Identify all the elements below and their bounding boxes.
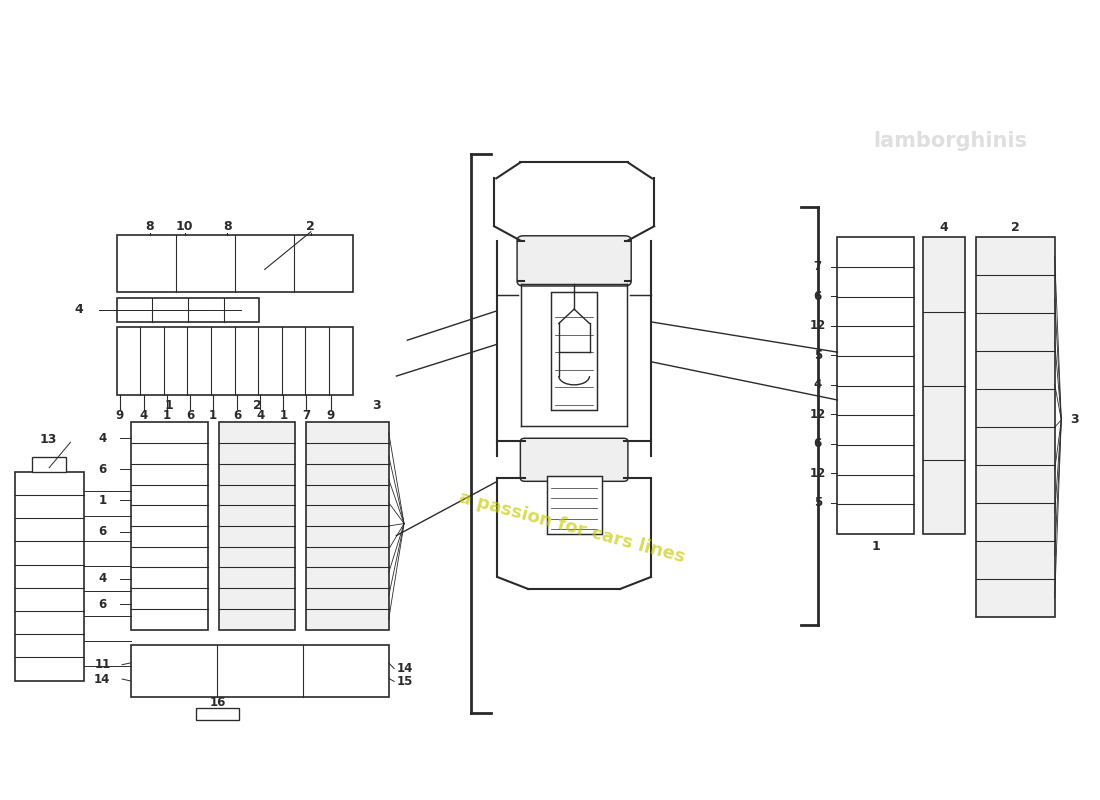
Text: 2: 2 (1011, 222, 1020, 234)
Text: 4: 4 (939, 222, 948, 234)
Text: 14: 14 (397, 662, 414, 675)
Text: 15: 15 (397, 675, 414, 688)
Text: 2: 2 (307, 220, 316, 233)
Text: 12: 12 (810, 319, 826, 332)
Text: 5: 5 (814, 349, 822, 362)
Bar (219, 422, 296, 630)
Bar (117, 327, 352, 395)
Text: 9: 9 (116, 409, 124, 422)
Bar (117, 298, 260, 322)
Text: 13: 13 (40, 434, 57, 446)
Text: lamborghinis: lamborghinis (873, 131, 1027, 151)
Text: 6: 6 (814, 290, 822, 303)
Text: 6: 6 (186, 409, 195, 422)
Text: 16: 16 (209, 696, 226, 709)
Text: 7: 7 (814, 260, 822, 274)
Text: 4: 4 (75, 303, 84, 317)
Bar (547, 476, 602, 534)
Text: 9: 9 (327, 409, 334, 422)
Text: 6: 6 (98, 525, 107, 538)
Bar (14, 472, 84, 681)
Text: a passion for cars lines: a passion for cars lines (456, 489, 686, 566)
Bar (307, 422, 388, 630)
FancyBboxPatch shape (517, 236, 631, 286)
Text: 14: 14 (95, 673, 110, 686)
Bar (131, 645, 388, 697)
Bar (923, 238, 965, 534)
Text: 11: 11 (95, 658, 110, 671)
Text: 12: 12 (810, 467, 826, 480)
Text: 4: 4 (98, 572, 107, 585)
Text: 10: 10 (176, 220, 194, 233)
Text: 1: 1 (871, 540, 880, 553)
Text: 4: 4 (256, 409, 264, 422)
Text: 7: 7 (302, 409, 310, 422)
Bar (131, 422, 208, 630)
Bar (32, 458, 66, 472)
Text: 1: 1 (209, 409, 217, 422)
Text: 5: 5 (814, 496, 822, 510)
Text: 8: 8 (223, 220, 232, 233)
Text: 4: 4 (140, 409, 148, 422)
Text: 8: 8 (145, 220, 154, 233)
Text: 4: 4 (98, 432, 107, 445)
Text: 2: 2 (253, 399, 262, 412)
FancyBboxPatch shape (520, 438, 628, 482)
Text: 6: 6 (98, 598, 107, 610)
Bar (976, 238, 1055, 617)
Text: 1: 1 (165, 399, 174, 412)
Text: 6: 6 (233, 409, 241, 422)
Bar (196, 708, 240, 721)
Text: 4: 4 (814, 378, 822, 391)
Text: 6: 6 (98, 463, 107, 476)
Text: 1: 1 (279, 409, 287, 422)
Text: 1: 1 (98, 494, 107, 507)
Text: 6: 6 (814, 438, 822, 450)
Bar (551, 292, 597, 410)
Text: 12: 12 (810, 408, 826, 421)
Bar (117, 235, 352, 292)
Bar (837, 238, 914, 534)
Text: 1: 1 (163, 409, 172, 422)
Text: 3: 3 (1070, 414, 1079, 426)
Text: 3: 3 (372, 399, 381, 412)
